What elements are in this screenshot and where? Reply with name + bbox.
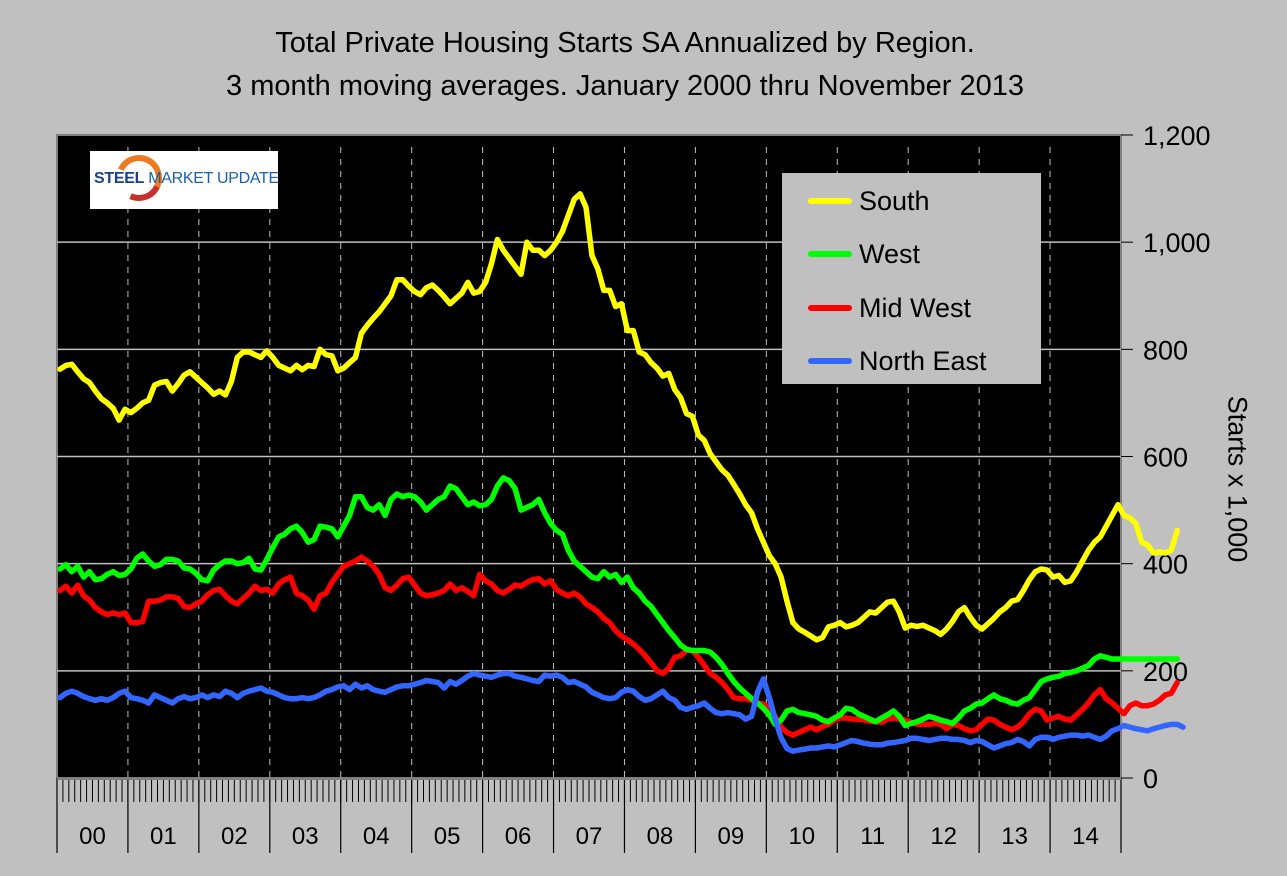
legend-item-north-east: North East	[808, 346, 987, 376]
series-line-mid-west	[57, 554, 1180, 738]
series-line-north-east	[57, 670, 1186, 754]
x-axis: 00 01 02 03 04 05 06 07 08 09 10 11 12 13 14	[56, 778, 1122, 853]
legend-label-north-east: North East	[859, 345, 987, 376]
chart-title: Total Private Housing Starts SA Annualiz…	[275, 27, 975, 59]
x-tick-label: 01	[150, 823, 177, 850]
legend-item-mid-west: Mid West	[808, 293, 971, 323]
logo-text: STEEL MARKET UPDATE	[94, 170, 278, 188]
grid	[57, 147, 1121, 778]
x-tick-label: 07	[576, 823, 603, 850]
y-tick-label: 0	[1143, 764, 1158, 794]
y-tick-label: 600	[1143, 443, 1188, 473]
legend-swatch-north-east	[808, 358, 852, 364]
legend-swatch-west	[808, 251, 852, 257]
x-tick-label: 08	[647, 823, 674, 850]
logo-text-bold: STEEL	[94, 170, 145, 187]
x-tick-label: 05	[434, 823, 461, 850]
legend-label-mid-west: Mid West	[859, 292, 972, 323]
legend-label-west: West	[859, 238, 921, 269]
x-tick-label: 02	[221, 823, 248, 850]
y-tick-label: 1,200	[1143, 121, 1211, 151]
y-axis-label: Starts x 1,000	[1222, 395, 1253, 563]
x-tick-label: 00	[79, 823, 106, 850]
y-tick-label: 800	[1143, 335, 1188, 365]
y-tick-label: 1,000	[1143, 228, 1211, 258]
legend-item-west: West	[808, 239, 920, 269]
x-tick-label: 04	[363, 823, 390, 850]
y-tick-label: 200	[1143, 657, 1188, 687]
legend: South West Mid West North East	[782, 173, 1041, 384]
legend-swatch-mid-west	[808, 305, 852, 311]
series-line-south	[57, 191, 1180, 643]
x-tick-label: 03	[292, 823, 319, 850]
x-tick-label: 06	[505, 823, 532, 850]
legend-item-south: South	[808, 186, 930, 216]
series-lines	[57, 191, 1186, 754]
x-tick-label: 11	[860, 823, 885, 850]
x-tick-label: 14	[1072, 823, 1099, 850]
legend-label-south: South	[859, 185, 930, 216]
legend-swatch-south	[808, 198, 852, 204]
x-tick-label: 09	[718, 823, 745, 850]
x-tick-label: 12	[930, 823, 957, 850]
steel-market-update-logo: STEEL MARKET UPDATE	[90, 151, 278, 209]
logo-text-regular: MARKET UPDATE	[144, 170, 278, 187]
series-line-west	[57, 475, 1180, 729]
chart-subtitle: 3 month moving averages. January 2000 th…	[226, 70, 1024, 102]
x-tick-label: 13	[1001, 823, 1028, 850]
x-tick-label: 10	[788, 823, 815, 850]
